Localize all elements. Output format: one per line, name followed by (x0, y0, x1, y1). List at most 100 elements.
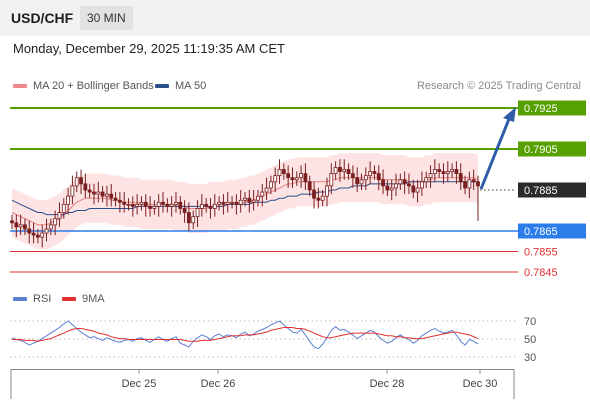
candle-body (35, 234, 40, 238)
candle-body (139, 201, 144, 205)
candle-body (299, 173, 303, 179)
candle-body (208, 205, 213, 209)
candle-body (225, 201, 230, 205)
candle-body (117, 199, 122, 203)
candle-body (471, 179, 476, 183)
candle-body (350, 173, 355, 179)
candle-body (338, 167, 342, 172)
candle-body (174, 201, 178, 205)
candle-body (122, 201, 127, 205)
candle-body (467, 179, 472, 189)
level-label-0.7855: 0.7855 (524, 247, 558, 259)
candle-body (165, 203, 170, 207)
candle-body (376, 173, 381, 181)
level-tag-0.7865 (518, 223, 586, 239)
candle-body (260, 191, 265, 197)
level-label-0.7845: 0.7845 (524, 267, 558, 279)
9ma-label: 9MA (82, 293, 105, 305)
candle-body (48, 224, 53, 230)
candle-body (109, 193, 114, 199)
candle-body (195, 208, 200, 218)
candle-body (87, 189, 92, 193)
candle-body (402, 179, 407, 185)
candle-body (264, 187, 269, 193)
candle-body (18, 224, 23, 228)
candle-body (44, 228, 49, 234)
candle-body (10, 220, 14, 224)
candle-body (273, 175, 278, 183)
rsi-label: RSI (33, 293, 52, 305)
legend-rsi: RSI (13, 293, 51, 305)
9ma-swatch (62, 297, 76, 302)
candle-body (100, 191, 105, 197)
x-tick-label: Dec 26 (201, 378, 236, 390)
candle-body (169, 203, 174, 207)
candle-body (126, 203, 131, 206)
candle-body (368, 171, 373, 177)
level-label-0.7865: 0.7865 (524, 226, 558, 238)
candle-body (243, 197, 247, 201)
candle-body (217, 201, 222, 205)
candle-body (286, 173, 291, 179)
candle-body (40, 232, 45, 238)
timeframe-button[interactable]: 30 MIN (80, 6, 133, 30)
datetime-label: Monday, December 29, 2025 11:19:35 AM CE… (13, 41, 285, 56)
candle-body (105, 193, 109, 197)
candle-body (294, 177, 299, 181)
candle-body (363, 175, 368, 181)
rsi-swatch (13, 297, 27, 302)
candle-body (320, 195, 325, 201)
candle-body (454, 169, 459, 174)
x-tick-label: Dec 30 (463, 378, 498, 390)
candle-body (415, 187, 420, 193)
candle-body (407, 183, 411, 187)
candle-body (312, 189, 316, 199)
candle-body (247, 197, 252, 203)
legend-9ma: 9MA (62, 293, 105, 305)
target-arrow-head (503, 107, 516, 122)
candle-body (342, 169, 347, 172)
candle-body (74, 177, 79, 187)
candle-body (221, 201, 226, 205)
candle-body (178, 201, 183, 209)
candle-body (14, 222, 19, 228)
candle-body (70, 185, 75, 197)
candle-body (389, 187, 394, 191)
candle-body (307, 181, 312, 191)
candle-body (199, 203, 204, 209)
symbol-label: USD/CHF (11, 10, 74, 26)
rsi-tick-70: 70 (524, 316, 536, 328)
candle-body (182, 208, 187, 213)
candle-body (432, 169, 437, 174)
level-tag-0.7885 (518, 182, 586, 198)
candle-body (303, 173, 308, 183)
candle-body (230, 201, 234, 204)
ma50-label: MA 50 (175, 80, 207, 92)
target-arrow (479, 118, 511, 190)
candle-body (92, 191, 96, 195)
candle-body (31, 232, 36, 236)
candle-body (256, 195, 260, 201)
candle-body (333, 167, 338, 174)
candle-body (277, 169, 282, 177)
ma20-label: MA 20 + Bollinger Bands (33, 80, 154, 92)
chart-header: USD/CHF 30 MIN (0, 0, 590, 36)
level-label-0.7905: 0.7905 (524, 144, 558, 156)
candle-body (281, 169, 286, 174)
candle-body (411, 185, 416, 193)
level-tag-0.7905 (518, 141, 586, 157)
candle-body (325, 185, 329, 197)
candle-body (187, 212, 191, 224)
candle-body (316, 197, 321, 201)
candle-body (445, 171, 450, 175)
candle-body (385, 185, 390, 191)
candle-body (135, 203, 140, 207)
candle-body (191, 216, 196, 224)
candle-body (27, 228, 32, 234)
ma20-swatch (13, 84, 27, 89)
candle-body (212, 203, 217, 209)
candle-body (143, 201, 148, 207)
candle-body (428, 173, 433, 179)
candle-body (161, 201, 165, 205)
